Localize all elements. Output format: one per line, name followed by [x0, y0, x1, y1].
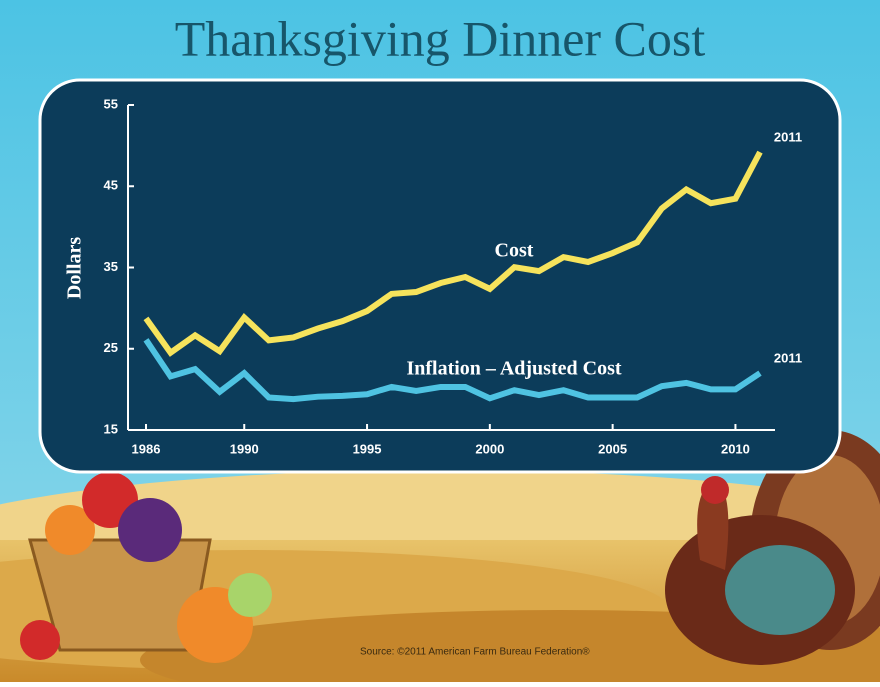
y-tick-label: 15 [104, 421, 118, 436]
series-label: Inflation – Adjusted Cost [406, 358, 621, 380]
source: Source: ©2011 American Farm Bureau Feder… [360, 647, 590, 658]
plot-panel [38, 78, 842, 474]
y-tick-label: 55 [104, 96, 118, 111]
x-tick-label: 2000 [475, 441, 504, 456]
x-tick-label: 1986 [132, 441, 161, 456]
y-axis-label: Dollars [64, 237, 86, 299]
x-tick-label: 1995 [353, 441, 382, 456]
end-label: 2011 [774, 130, 802, 145]
series-line [143, 338, 762, 403]
turkey-decoration [665, 430, 880, 665]
y-tick-label: 35 [104, 259, 118, 274]
x-tick-label: 2010 [721, 441, 750, 456]
series-label: Cost [495, 240, 534, 262]
y-tick-label: 25 [104, 340, 118, 355]
y-tick-label: 45 [104, 178, 118, 193]
x-tick-label: 1990 [230, 441, 259, 456]
series-line [143, 150, 763, 357]
end-label: 2011 [774, 351, 802, 366]
basket-decoration [20, 472, 272, 663]
chart-title: Thanksgiving Dinner Cost [175, 10, 706, 66]
x-tick-label: 2005 [598, 441, 627, 456]
